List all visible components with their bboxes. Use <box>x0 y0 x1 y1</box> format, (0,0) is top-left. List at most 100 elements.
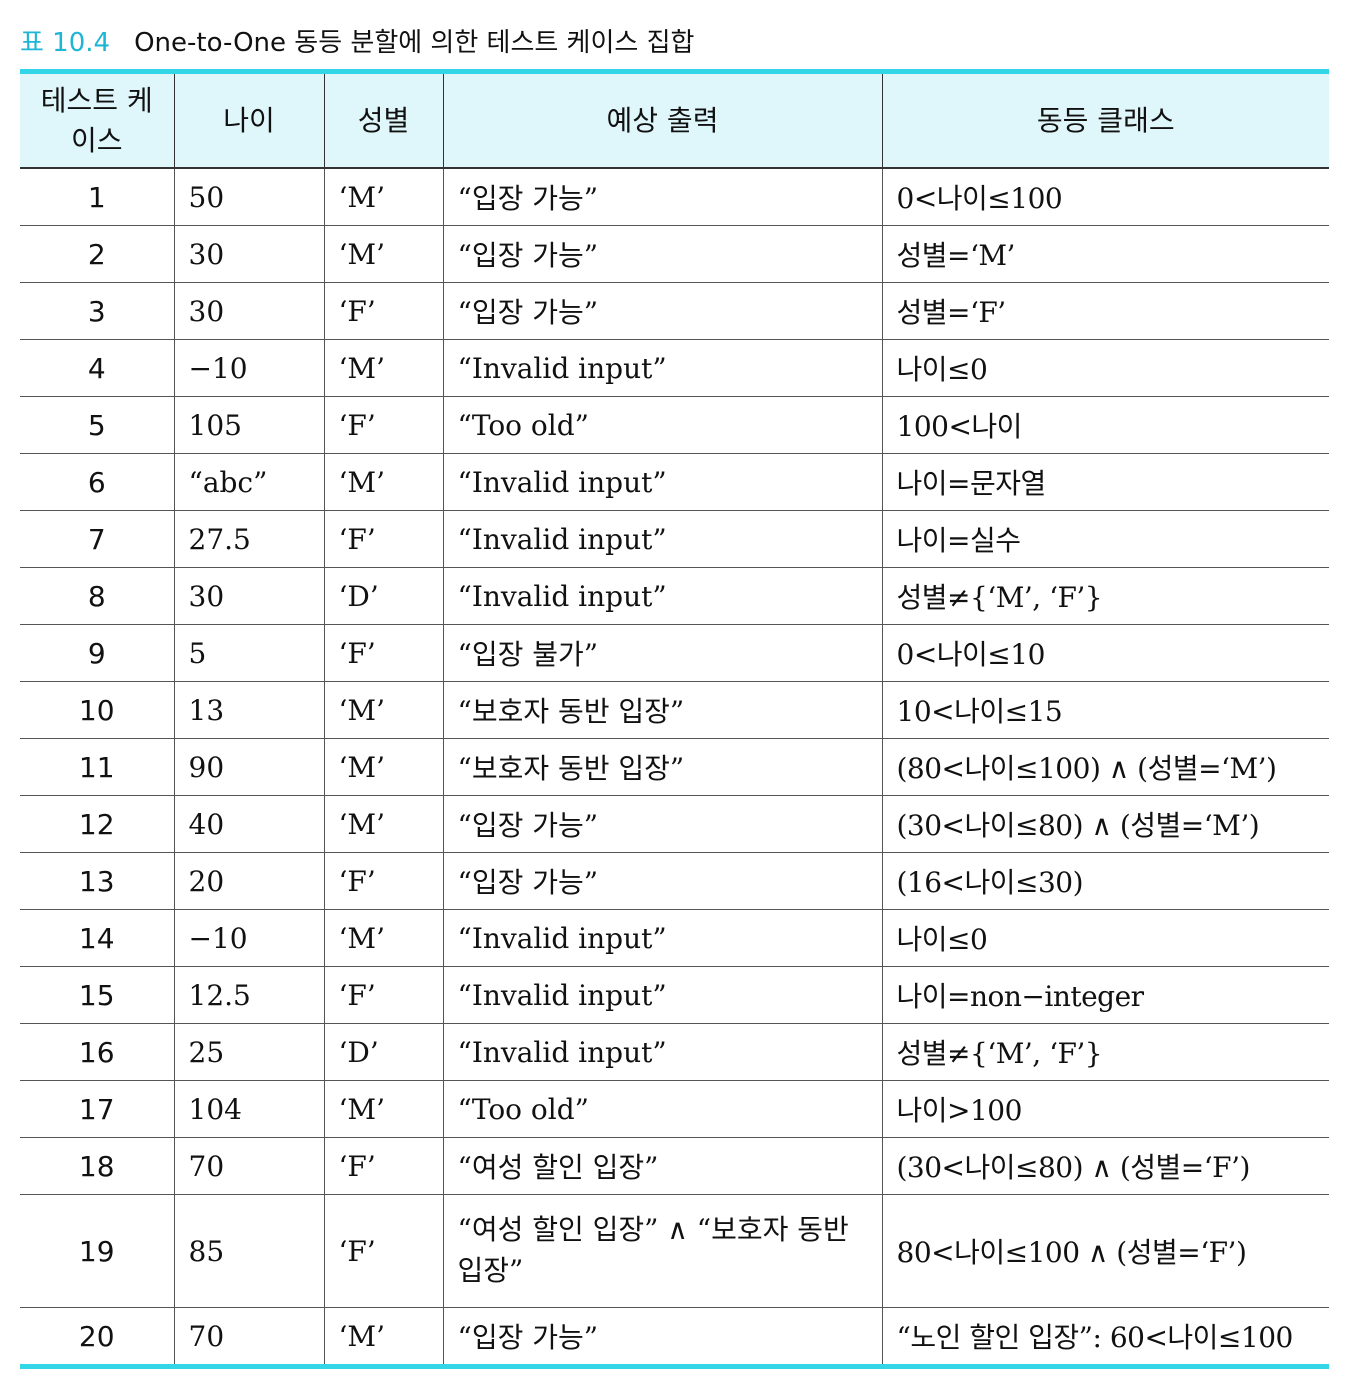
cell-expected-output: “Invalid input” <box>442 453 883 511</box>
cell-equivalence-class: 성별≠{‘M’, ‘F’} <box>881 1023 1329 1081</box>
cell-expected-output: “보호자 동반 입장” <box>442 738 883 796</box>
table-row: 18 70 ‘F’ “여성 할인 입장” (30<나이≤80) ∧ (성별=‘F’) <box>20 1137 1329 1195</box>
cell-equivalence-class: 나이≤0 <box>881 909 1329 967</box>
table-row: 5 105 ‘F’ “Too old” 100<나이 <box>20 396 1329 454</box>
cell-expected-output: “Too old” <box>442 396 883 454</box>
cell-age: 20 <box>173 852 325 910</box>
table-title: One-to-One 동등 분할에 의한 테스트 케이스 집합 <box>134 27 695 58</box>
cell-test-case: 10 <box>20 681 175 739</box>
table-row: 4 −10 ‘M’ “Invalid input” 나이≤0 <box>20 339 1329 397</box>
cell-age: 12.5 <box>173 966 325 1024</box>
table-row: 16 25 ‘D’ “Invalid input” 성별≠{‘M’, ‘F’} <box>20 1023 1329 1081</box>
table-row: 17 104 ‘M’ “Too old” 나이>100 <box>20 1080 1329 1138</box>
cell-age: −10 <box>173 339 325 397</box>
table-row: 11 90 ‘M’ “보호자 동반 입장” (80<나이≤100) ∧ (성별=‘M’) <box>20 738 1329 796</box>
table-row: 20 70 ‘M’ “입장 가능” “노인 할인 입장”: 60<나이≤100 <box>20 1307 1329 1367</box>
cell-age: 27.5 <box>173 510 325 568</box>
cell-age: “abc” <box>173 453 325 511</box>
cell-expected-output: “입장 가능” <box>442 225 883 283</box>
cell-age: 30 <box>173 282 325 340</box>
cell-gender: ‘F’ <box>323 510 444 568</box>
table-row: 14 −10 ‘M’ “Invalid input” 나이≤0 <box>20 909 1329 967</box>
cell-expected-output: “입장 불가” <box>442 624 883 682</box>
cell-gender: ‘F’ <box>323 966 444 1024</box>
cell-expected-output: “여성 할인 입장” ∧ “보호자 동반 입장” <box>442 1194 883 1308</box>
cell-gender: ‘M’ <box>323 225 444 283</box>
cell-gender: ‘M’ <box>323 681 444 739</box>
cell-test-case: 11 <box>20 738 175 796</box>
cell-age: 50 <box>173 167 325 226</box>
table-row: 10 13 ‘M’ “보호자 동반 입장” 10<나이≤15 <box>20 681 1329 739</box>
cell-equivalence-class: 성별=‘M’ <box>881 225 1329 283</box>
cell-equivalence-class: 나이=문자열 <box>881 453 1329 511</box>
table-row: 8 30 ‘D’ “Invalid input” 성별≠{‘M’, ‘F’} <box>20 567 1329 625</box>
cell-equivalence-class: 성별≠{‘M’, ‘F’} <box>881 567 1329 625</box>
cell-gender: ‘M’ <box>323 453 444 511</box>
table-row: 13 20 ‘F’ “입장 가능” (16<나이≤30) <box>20 852 1329 910</box>
cell-expected-output: “Invalid input” <box>442 339 883 397</box>
cell-age: 30 <box>173 567 325 625</box>
cell-age: 13 <box>173 681 325 739</box>
table-row: 19 85 ‘F’ “여성 할인 입장” ∧ “보호자 동반 입장” 80<나이≤100… <box>20 1194 1329 1308</box>
header-row: 테스트 케이스 나이 성별 예상 출력 동등 클래스 <box>20 71 1329 169</box>
header-expected-output: 예상 출력 <box>442 71 883 169</box>
cell-expected-output: “Invalid input” <box>442 510 883 568</box>
cell-expected-output: “입장 가능” <box>442 167 883 226</box>
cell-age: 40 <box>173 795 325 853</box>
cell-gender: ‘M’ <box>323 167 444 226</box>
cell-gender: ‘M’ <box>323 738 444 796</box>
cell-gender: ‘F’ <box>323 1194 444 1308</box>
cell-equivalence-class: 성별=‘F’ <box>881 282 1329 340</box>
cell-test-case: 1 <box>20 167 175 226</box>
cell-equivalence-class: (30<나이≤80) ∧ (성별=‘M’) <box>881 795 1329 853</box>
cell-test-case: 3 <box>20 282 175 340</box>
cell-test-case: 20 <box>20 1307 175 1367</box>
cell-gender: ‘F’ <box>323 852 444 910</box>
cell-test-case: 5 <box>20 396 175 454</box>
cell-equivalence-class: (80<나이≤100) ∧ (성별=‘M’) <box>881 738 1329 796</box>
cell-age: 25 <box>173 1023 325 1081</box>
cell-test-case: 15 <box>20 966 175 1024</box>
table-row: 12 40 ‘M’ “입장 가능” (30<나이≤80) ∧ (성별=‘M’) <box>20 795 1329 853</box>
table-row: 2 30 ‘M’ “입장 가능” 성별=‘M’ <box>20 225 1329 283</box>
cell-gender: ‘M’ <box>323 909 444 967</box>
cell-expected-output: “Invalid input” <box>442 1023 883 1081</box>
cell-equivalence-class: 나이>100 <box>881 1080 1329 1138</box>
header-gender: 성별 <box>323 71 444 169</box>
cell-expected-output: “Too old” <box>442 1080 883 1138</box>
cell-test-case: 6 <box>20 453 175 511</box>
cell-test-case: 17 <box>20 1080 175 1138</box>
cell-gender: ‘D’ <box>323 567 444 625</box>
cell-age: 104 <box>173 1080 325 1138</box>
cell-test-case: 8 <box>20 567 175 625</box>
cell-gender: ‘D’ <box>323 1023 444 1081</box>
header-age: 나이 <box>173 71 325 169</box>
cell-gender: ‘M’ <box>323 795 444 853</box>
table-row: 9 5 ‘F’ “입장 불가” 0<나이≤10 <box>20 624 1329 682</box>
cell-test-case: 12 <box>20 795 175 853</box>
cell-test-case: 4 <box>20 339 175 397</box>
cell-expected-output: “입장 가능” <box>442 852 883 910</box>
cell-gender: ‘M’ <box>323 1080 444 1138</box>
cell-gender: ‘F’ <box>323 396 444 454</box>
cell-expected-output: “Invalid input” <box>442 966 883 1024</box>
cell-gender: ‘F’ <box>323 624 444 682</box>
cell-equivalence-class: 80<나이≤100 ∧ (성별=‘F’) <box>881 1194 1329 1308</box>
table-row: 3 30 ‘F’ “입장 가능” 성별=‘F’ <box>20 282 1329 340</box>
cell-equivalence-class: 0<나이≤10 <box>881 624 1329 682</box>
cell-age: 105 <box>173 396 325 454</box>
cell-equivalence-class: (30<나이≤80) ∧ (성별=‘F’) <box>881 1137 1329 1195</box>
table-row: 7 27.5 ‘F’ “Invalid input” 나이=실수 <box>20 510 1329 568</box>
test-case-table: 테스트 케이스 나이 성별 예상 출력 동등 클래스 1 50 ‘M’ “입장 가능”… <box>20 69 1329 1369</box>
cell-equivalence-class: “노인 할인 입장”: 60<나이≤100 <box>881 1307 1329 1367</box>
cell-gender: ‘M’ <box>323 339 444 397</box>
cell-equivalence-class: (16<나이≤30) <box>881 852 1329 910</box>
table-row: 1 50 ‘M’ “입장 가능” 0<나이≤100 <box>20 167 1329 226</box>
cell-test-case: 16 <box>20 1023 175 1081</box>
table-row: 6 “abc” ‘M’ “Invalid input” 나이=문자열 <box>20 453 1329 511</box>
cell-test-case: 18 <box>20 1137 175 1195</box>
cell-gender: ‘F’ <box>323 282 444 340</box>
cell-expected-output: “입장 가능” <box>442 795 883 853</box>
header-equivalence-class: 동등 클래스 <box>881 71 1329 169</box>
cell-gender: ‘M’ <box>323 1307 444 1367</box>
